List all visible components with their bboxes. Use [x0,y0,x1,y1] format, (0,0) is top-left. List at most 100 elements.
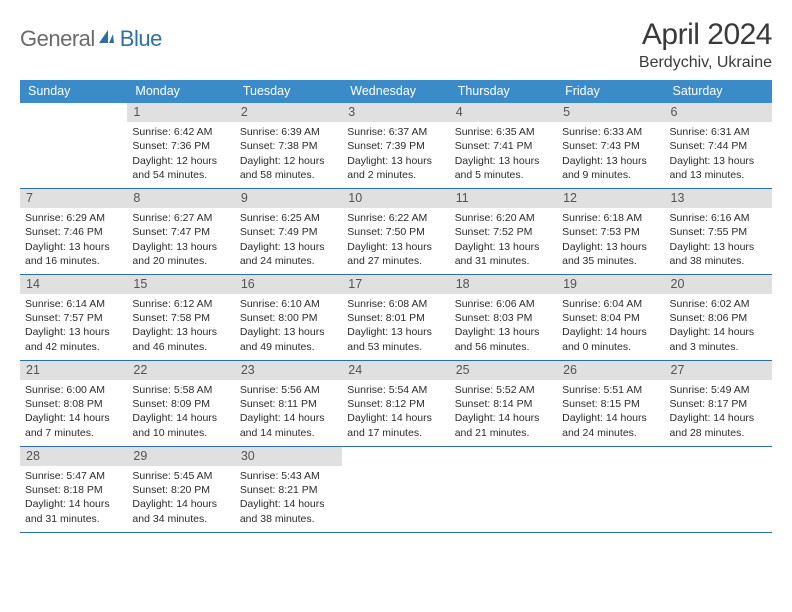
day-number: 6 [665,103,772,122]
day-number: 14 [20,275,127,294]
day-details: Sunrise: 5:49 AMSunset: 8:17 PMDaylight:… [665,380,772,446]
day-number: 10 [342,189,449,208]
day-cell: 27Sunrise: 5:49 AMSunset: 8:17 PMDayligh… [665,361,772,446]
week-row: 14Sunrise: 6:14 AMSunset: 7:57 PMDayligh… [20,275,772,361]
day-cell: 20Sunrise: 6:02 AMSunset: 8:06 PMDayligh… [665,275,772,360]
day-cell: 13Sunrise: 6:16 AMSunset: 7:55 PMDayligh… [665,189,772,274]
day-details: Sunrise: 5:56 AMSunset: 8:11 PMDaylight:… [235,380,342,446]
day-details: Sunrise: 6:00 AMSunset: 8:08 PMDaylight:… [20,380,127,446]
day-number: 25 [450,361,557,380]
day-cell: 18Sunrise: 6:06 AMSunset: 8:03 PMDayligh… [450,275,557,360]
day-number: 20 [665,275,772,294]
day-number: 19 [557,275,664,294]
day-details: Sunrise: 5:52 AMSunset: 8:14 PMDaylight:… [450,380,557,446]
day-details: Sunrise: 6:31 AMSunset: 7:44 PMDaylight:… [665,122,772,188]
day-details: Sunrise: 6:02 AMSunset: 8:06 PMDaylight:… [665,294,772,360]
empty-day-cell [557,447,664,532]
weeks-container: 1Sunrise: 6:42 AMSunset: 7:36 PMDaylight… [20,103,772,533]
day-number: 7 [20,189,127,208]
day-details: Sunrise: 6:14 AMSunset: 7:57 PMDaylight:… [20,294,127,360]
day-details: Sunrise: 6:37 AMSunset: 7:39 PMDaylight:… [342,122,449,188]
day-cell: 7Sunrise: 6:29 AMSunset: 7:46 PMDaylight… [20,189,127,274]
day-number: 24 [342,361,449,380]
empty-day-cell [450,447,557,532]
day-details: Sunrise: 6:42 AMSunset: 7:36 PMDaylight:… [127,122,234,188]
day-cell: 26Sunrise: 5:51 AMSunset: 8:15 PMDayligh… [557,361,664,446]
day-number: 1 [127,103,234,122]
day-details: Sunrise: 6:12 AMSunset: 7:58 PMDaylight:… [127,294,234,360]
day-cell: 14Sunrise: 6:14 AMSunset: 7:57 PMDayligh… [20,275,127,360]
day-details: Sunrise: 5:54 AMSunset: 8:12 PMDaylight:… [342,380,449,446]
day-number: 9 [235,189,342,208]
day-number: 15 [127,275,234,294]
day-details: Sunrise: 6:35 AMSunset: 7:41 PMDaylight:… [450,122,557,188]
day-number: 5 [557,103,664,122]
day-cell: 9Sunrise: 6:25 AMSunset: 7:49 PMDaylight… [235,189,342,274]
day-details: Sunrise: 6:16 AMSunset: 7:55 PMDaylight:… [665,208,772,274]
day-cell: 29Sunrise: 5:45 AMSunset: 8:20 PMDayligh… [127,447,234,532]
empty-day-cell [665,447,772,532]
day-number: 11 [450,189,557,208]
week-row: 28Sunrise: 5:47 AMSunset: 8:18 PMDayligh… [20,447,772,533]
day-number: 29 [127,447,234,466]
day-details: Sunrise: 6:06 AMSunset: 8:03 PMDaylight:… [450,294,557,360]
day-cell: 28Sunrise: 5:47 AMSunset: 8:18 PMDayligh… [20,447,127,532]
day-number: 12 [557,189,664,208]
location-label: Berdychiv, Ukraine [639,54,772,72]
day-details: Sunrise: 6:22 AMSunset: 7:50 PMDaylight:… [342,208,449,274]
day-cell: 5Sunrise: 6:33 AMSunset: 7:43 PMDaylight… [557,103,664,188]
page-header: General Blue April 2024 Berdychiv, Ukrai… [20,18,772,72]
brand-logo: General Blue [20,18,162,52]
day-number: 16 [235,275,342,294]
day-cell: 30Sunrise: 5:43 AMSunset: 8:21 PMDayligh… [235,447,342,532]
weekday-header: Monday [127,80,234,103]
weekday-header: Thursday [450,80,557,103]
month-title: April 2024 [639,18,772,52]
weekday-header: Wednesday [342,80,449,103]
day-cell: 23Sunrise: 5:56 AMSunset: 8:11 PMDayligh… [235,361,342,446]
day-details: Sunrise: 6:08 AMSunset: 8:01 PMDaylight:… [342,294,449,360]
day-cell: 2Sunrise: 6:39 AMSunset: 7:38 PMDaylight… [235,103,342,188]
day-details: Sunrise: 5:51 AMSunset: 8:15 PMDaylight:… [557,380,664,446]
day-number: 18 [450,275,557,294]
day-cell: 19Sunrise: 6:04 AMSunset: 8:04 PMDayligh… [557,275,664,360]
day-cell: 22Sunrise: 5:58 AMSunset: 8:09 PMDayligh… [127,361,234,446]
weekday-header: Friday [557,80,664,103]
weekday-header: Sunday [20,80,127,103]
day-number: 27 [665,361,772,380]
day-cell: 15Sunrise: 6:12 AMSunset: 7:58 PMDayligh… [127,275,234,360]
week-row: 21Sunrise: 6:00 AMSunset: 8:08 PMDayligh… [20,361,772,447]
brand-word-blue: Blue [120,26,162,52]
day-cell: 3Sunrise: 6:37 AMSunset: 7:39 PMDaylight… [342,103,449,188]
day-number: 4 [450,103,557,122]
day-details: Sunrise: 5:45 AMSunset: 8:20 PMDaylight:… [127,466,234,532]
weekday-header: Tuesday [235,80,342,103]
day-number: 13 [665,189,772,208]
day-number: 26 [557,361,664,380]
week-row: 1Sunrise: 6:42 AMSunset: 7:36 PMDaylight… [20,103,772,189]
day-number: 2 [235,103,342,122]
day-details: Sunrise: 6:10 AMSunset: 8:00 PMDaylight:… [235,294,342,360]
day-cell: 11Sunrise: 6:20 AMSunset: 7:52 PMDayligh… [450,189,557,274]
day-cell: 16Sunrise: 6:10 AMSunset: 8:00 PMDayligh… [235,275,342,360]
day-details: Sunrise: 5:47 AMSunset: 8:18 PMDaylight:… [20,466,127,532]
day-cell: 24Sunrise: 5:54 AMSunset: 8:12 PMDayligh… [342,361,449,446]
day-number: 23 [235,361,342,380]
day-details: Sunrise: 6:29 AMSunset: 7:46 PMDaylight:… [20,208,127,274]
day-cell: 4Sunrise: 6:35 AMSunset: 7:41 PMDaylight… [450,103,557,188]
day-details: Sunrise: 6:20 AMSunset: 7:52 PMDaylight:… [450,208,557,274]
day-number: 28 [20,447,127,466]
title-block: April 2024 Berdychiv, Ukraine [639,18,772,72]
day-cell: 8Sunrise: 6:27 AMSunset: 7:47 PMDaylight… [127,189,234,274]
day-details: Sunrise: 6:25 AMSunset: 7:49 PMDaylight:… [235,208,342,274]
day-details: Sunrise: 6:39 AMSunset: 7:38 PMDaylight:… [235,122,342,188]
empty-day-cell [20,103,127,188]
day-number: 21 [20,361,127,380]
day-details: Sunrise: 5:58 AMSunset: 8:09 PMDaylight:… [127,380,234,446]
calendar-page: General Blue April 2024 Berdychiv, Ukrai… [0,0,792,612]
day-details: Sunrise: 5:43 AMSunset: 8:21 PMDaylight:… [235,466,342,532]
week-row: 7Sunrise: 6:29 AMSunset: 7:46 PMDaylight… [20,189,772,275]
sail-icon [97,28,117,51]
day-details: Sunrise: 6:33 AMSunset: 7:43 PMDaylight:… [557,122,664,188]
weekday-header-row: SundayMondayTuesdayWednesdayThursdayFrid… [20,80,772,103]
